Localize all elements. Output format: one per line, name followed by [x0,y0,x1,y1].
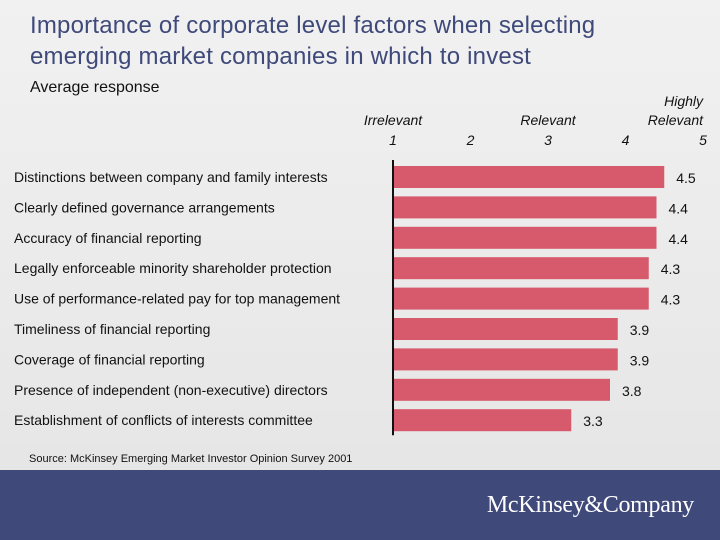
chart-title: Importance of corporate level factors wh… [30,10,710,72]
value-label-1: 4.5 [676,170,696,186]
category-label-9: Establishment of conflicts of interests … [14,412,313,428]
x-tick-label-3: 3 [544,132,552,148]
bar-9 [393,409,572,432]
value-label-8: 3.8 [622,383,642,399]
bar-3 [393,226,657,249]
x-tick-word-5-1: Relevant [648,112,704,128]
x-tick-label-4: 4 [622,132,630,148]
x-tick-label-5: 5 [699,132,707,148]
value-label-6: 3.9 [630,322,650,338]
value-label-7: 3.9 [630,352,650,368]
bar-8 [393,378,610,401]
category-label-4: Legally enforceable minority shareholder… [14,260,332,276]
bar-5 [393,287,649,310]
category-label-7: Coverage of financial reporting [14,351,205,367]
bar-1 [393,166,665,188]
company-logo: McKinsey&Company [486,492,694,518]
value-label-9: 3.3 [583,413,603,429]
x-tick-word-5-0: Highly [664,93,704,109]
value-label-4: 4.3 [661,261,681,277]
title-line-2: emerging market companies in which to in… [30,43,532,70]
x-tick-word-3-0: Relevant [520,112,576,128]
chart-subtitle: Average response [30,79,160,96]
category-label-5: Use of performance-related pay for top m… [14,291,340,307]
bar-2 [393,196,657,219]
value-label-2: 4.4 [669,200,689,216]
footer-bar: McKinsey&Company [0,470,720,540]
bar-7 [393,348,618,371]
title-line-1: Importance of corporate level factors wh… [30,12,596,39]
category-label-8: Presence of independent (non-executive) … [14,382,328,398]
bar-6 [393,318,618,340]
category-label-1: Distinctions between company and family … [14,169,328,185]
x-tick-label-1: 1 [389,132,397,148]
category-label-3: Accuracy of financial reporting [14,230,202,246]
value-label-5: 4.3 [661,292,681,308]
category-label-2: Clearly defined governance arrangements [14,199,275,215]
category-label-6: Timeliness of financial reporting [14,321,210,337]
x-tick-label-2: 2 [466,132,475,148]
value-label-3: 4.4 [669,231,689,247]
source-note: Source: McKinsey Emerging Market Investo… [29,453,353,465]
bar-4 [393,257,649,280]
bar-chart: 1 Irrelevant 2 3 Relevant 4 5 Highly Relevant Dis… [14,93,707,436]
x-tick-word-1-0: Irrelevant [364,112,423,128]
